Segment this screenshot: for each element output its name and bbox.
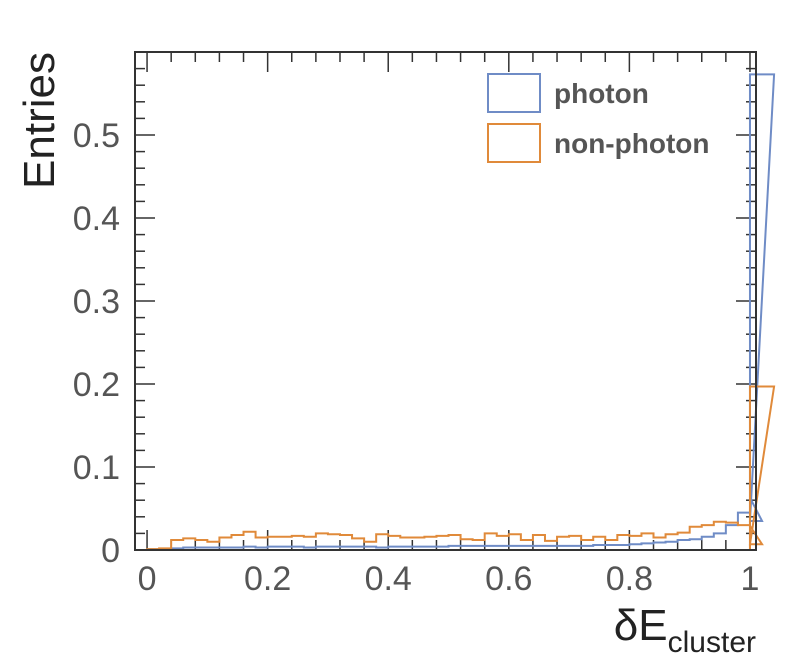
y-tick-label: 0.4: [73, 200, 120, 238]
x-tick-label: 0.6: [485, 560, 532, 598]
y-axis-title: Entries: [15, 52, 64, 189]
x-tick-label: 1: [741, 560, 760, 598]
y-tick-label: 0.1: [73, 449, 120, 487]
legend-label-non-photon: non-photon: [554, 128, 709, 159]
plot-frame: [134, 51, 757, 551]
y-tick-label: 0: [101, 532, 120, 570]
x-axis-title: δEcluster: [614, 601, 756, 659]
x-axis-title-subscript: cluster: [668, 626, 756, 659]
x-tick-label: 0.4: [365, 560, 412, 598]
x-tick-label: 0.8: [606, 560, 653, 598]
legend-swatch-non-photon: [487, 123, 541, 163]
tick-labels: 0 0.2 0.4 0.6 0.8 1 0 0.1 0.2 0.3 0.4 0.5: [73, 117, 760, 598]
series-photon-histogram: [146, 73, 776, 551]
histogram-series: [146, 73, 776, 551]
legend-swatch-photon: [487, 73, 541, 113]
axis-ticks: [135, 52, 756, 551]
x-tick-label: 0.2: [244, 560, 291, 598]
x-axis-title-main: δE: [614, 601, 668, 650]
y-tick-label: 0.5: [73, 117, 120, 155]
series-non-photon-histogram: [146, 385, 776, 551]
x-tick-label: 0: [138, 560, 157, 598]
y-tick-label: 0.2: [73, 366, 120, 404]
legend-label-photon: photon: [554, 78, 649, 109]
legend: photon non-photon: [487, 73, 709, 163]
y-tick-label: 0.3: [73, 283, 120, 321]
